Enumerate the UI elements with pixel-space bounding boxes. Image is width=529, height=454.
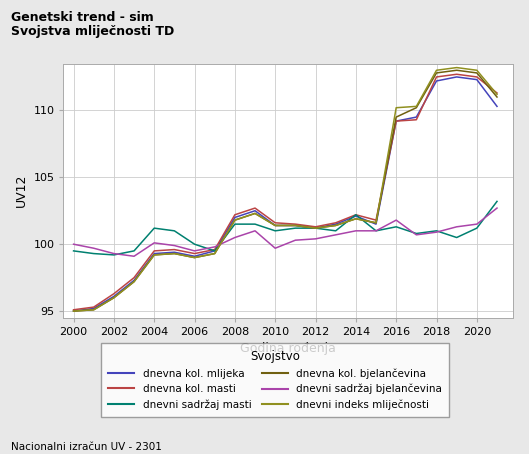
X-axis label: Godina rođenja: Godina rođenja bbox=[240, 342, 336, 355]
Text: Svojstva mliječnosti TD: Svojstva mliječnosti TD bbox=[11, 25, 174, 38]
Y-axis label: UV12: UV12 bbox=[15, 174, 28, 207]
Legend: dnevna kol. mlijeka, dnevna kol. masti, dnevni sadržaj masti, dnevna kol. bjelan: dnevna kol. mlijeka, dnevna kol. masti, … bbox=[101, 343, 449, 417]
Text: Genetski trend - sim: Genetski trend - sim bbox=[11, 11, 153, 25]
Text: Nacionalni izračun UV - 2301: Nacionalni izračun UV - 2301 bbox=[11, 442, 161, 452]
